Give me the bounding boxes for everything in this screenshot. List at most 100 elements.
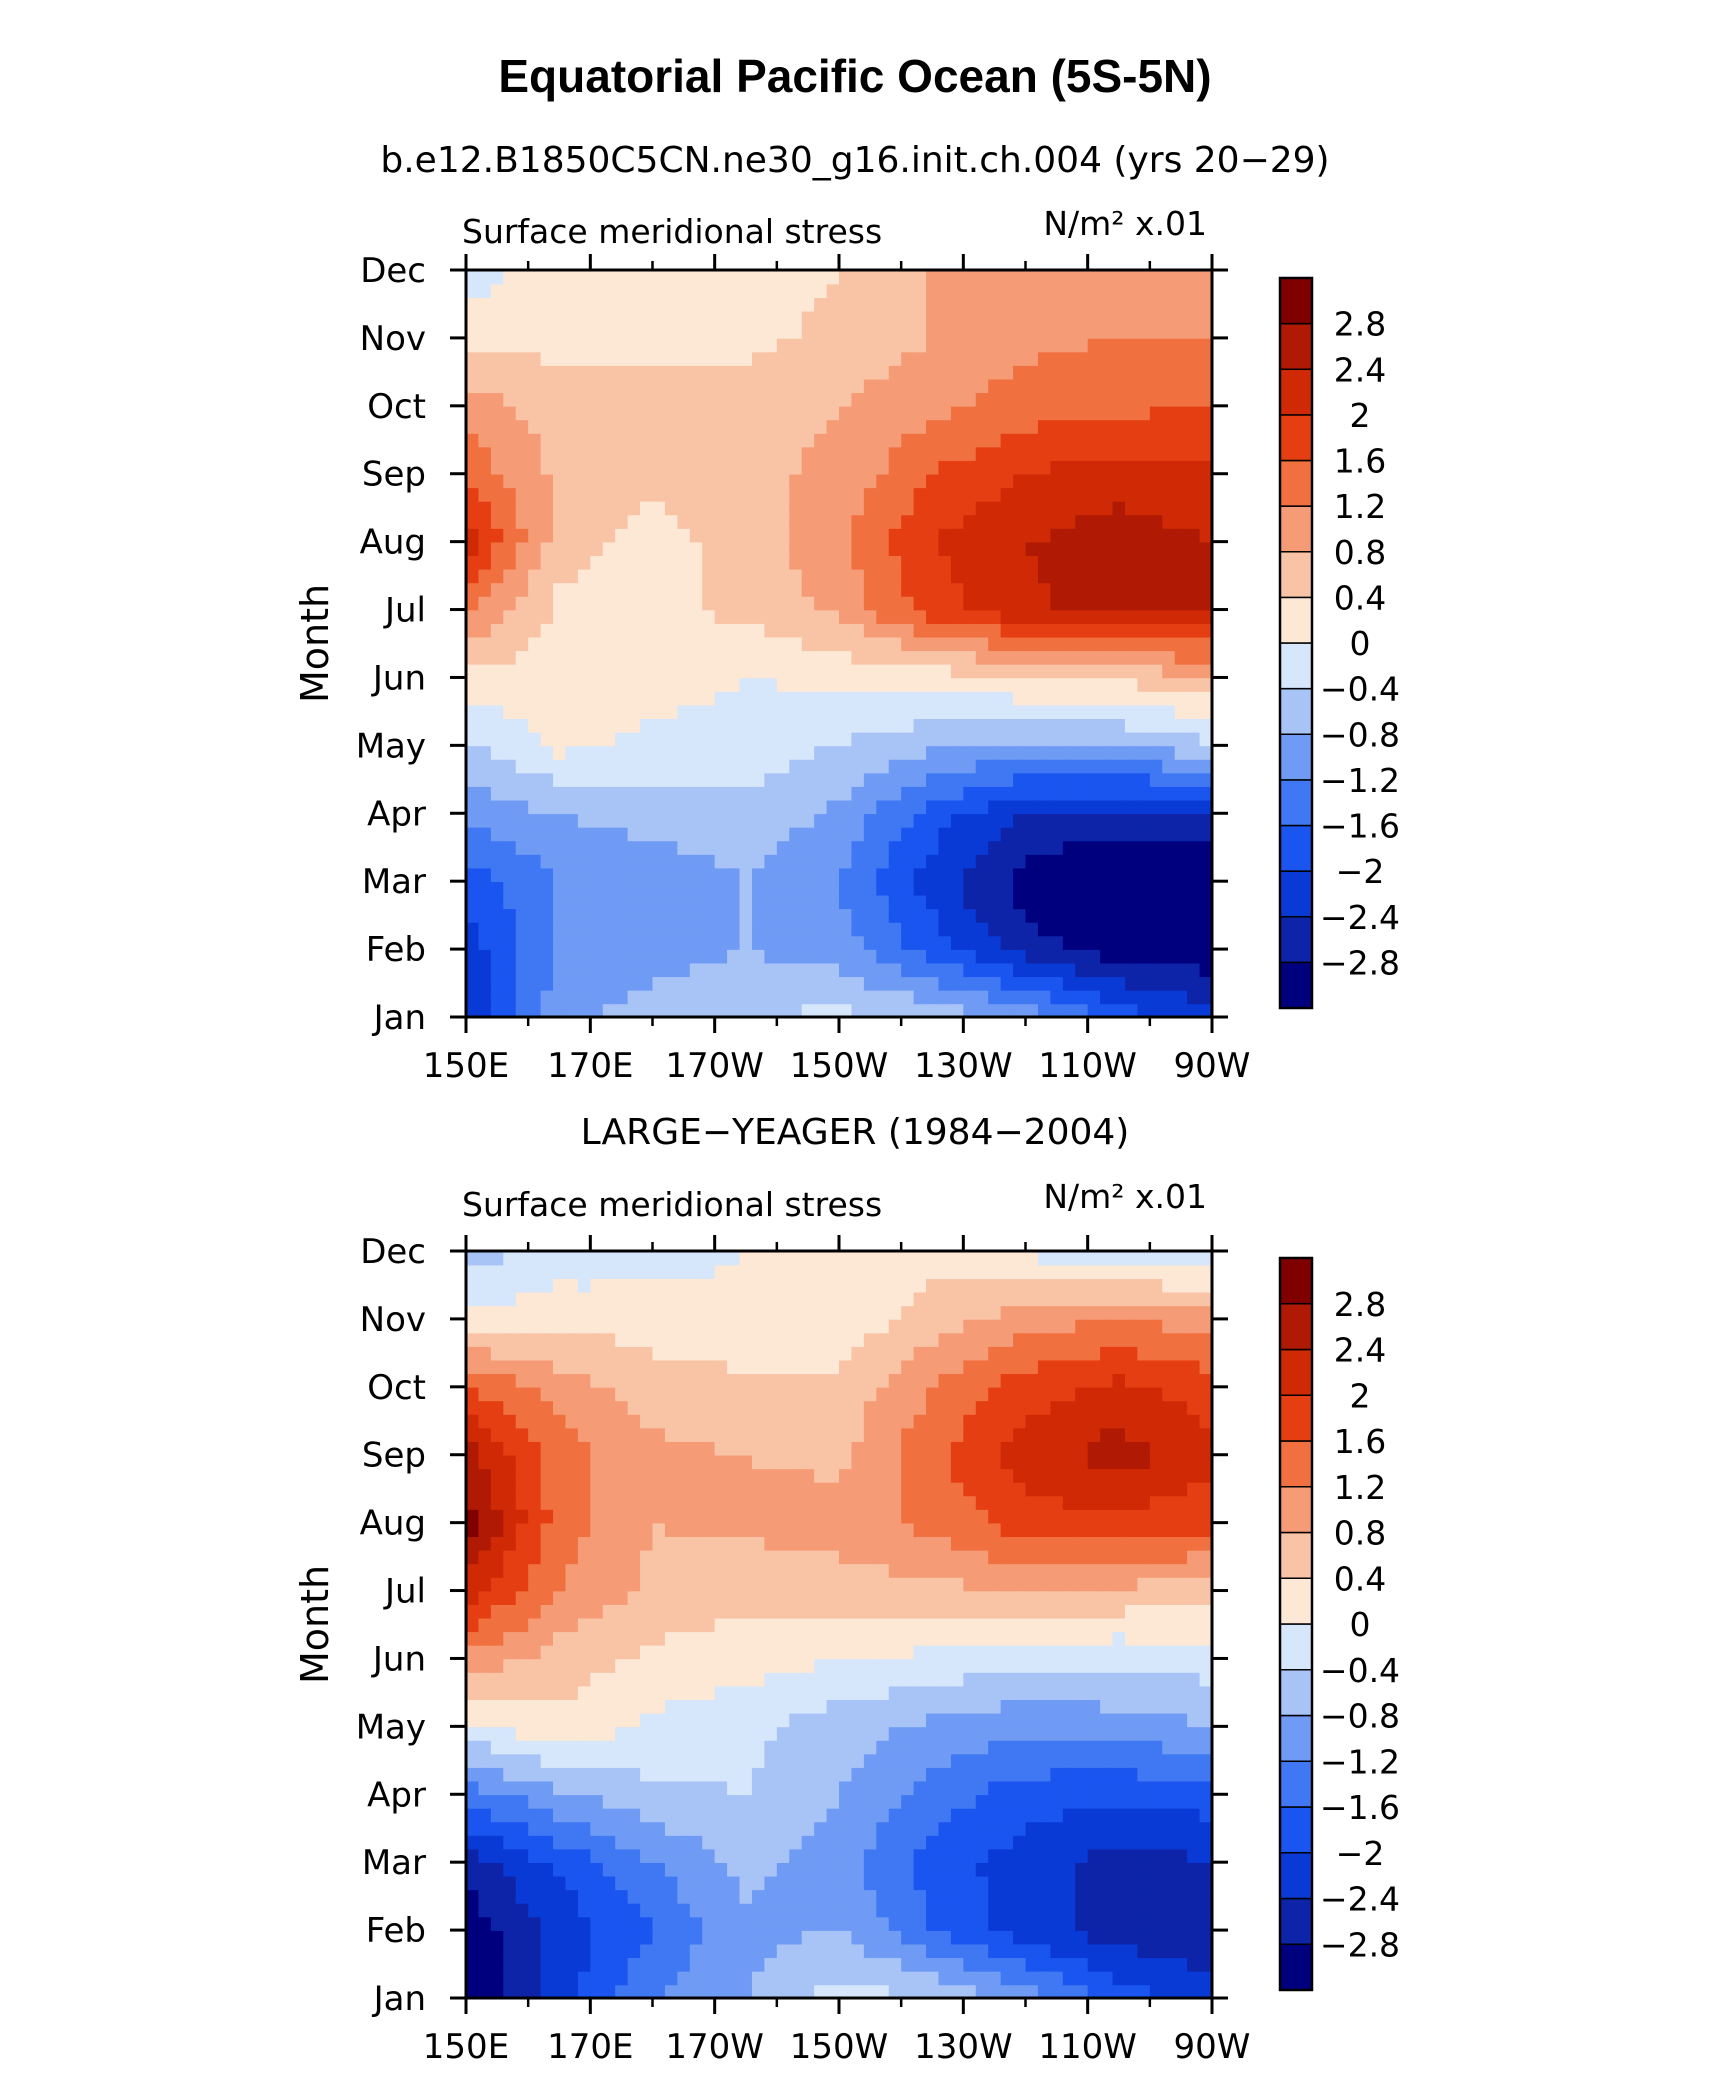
heatmap-cell	[938, 1685, 952, 1700]
heatmap-cell	[590, 514, 604, 529]
heatmap-cell	[938, 1726, 952, 1741]
heatmap-cell	[751, 446, 766, 461]
heatmap-cell	[888, 894, 902, 910]
heatmap-cell	[863, 609, 878, 624]
heatmap-cell	[975, 704, 989, 719]
heatmap-cell	[876, 1672, 890, 1687]
colorbar-box	[1279, 551, 1313, 599]
heatmap-cell	[801, 1889, 815, 1904]
heatmap-cell	[913, 392, 927, 407]
heatmap-cell	[801, 894, 815, 910]
heatmap-cell	[714, 813, 728, 828]
heatmap-cell	[926, 1672, 940, 1687]
heatmap-cell	[515, 1875, 529, 1891]
heatmap-cell	[751, 1753, 766, 1768]
colorbar-label: −2.4	[1320, 898, 1400, 937]
heatmap-cell	[1013, 1943, 1027, 1959]
heatmap-cell	[590, 636, 604, 652]
heatmap-cell	[1013, 297, 1027, 312]
heatmap-cell	[876, 460, 890, 475]
heatmap-cell	[1062, 1984, 1077, 1999]
heatmap-cell	[1199, 1726, 1213, 1741]
heatmap-cell	[553, 1875, 567, 1891]
heatmap-cell	[751, 1902, 766, 1918]
heatmap-cell	[826, 351, 840, 366]
heatmap-cell	[714, 378, 728, 394]
heatmap-cell	[1013, 541, 1027, 557]
heatmap-cell	[615, 270, 629, 285]
heatmap-cell	[913, 270, 927, 285]
heatmap-cell	[876, 1984, 890, 1999]
heatmap-cell	[615, 460, 629, 475]
heatmap-cell	[714, 609, 728, 624]
heatmap-cell	[640, 1699, 654, 1714]
heatmap-cell	[876, 283, 890, 298]
heatmap-cell	[490, 595, 505, 611]
heatmap-cell	[1187, 881, 1201, 896]
heatmap-cell	[1124, 826, 1139, 842]
heatmap-cell	[1162, 473, 1176, 489]
heatmap-cell	[876, 908, 890, 923]
heatmap-cell	[901, 1699, 915, 1714]
heatmap-cell	[490, 1862, 505, 1877]
heatmap-cell	[714, 799, 728, 815]
heatmap-cell	[689, 758, 704, 774]
colorbar-box	[1279, 824, 1313, 872]
heatmap-cell	[876, 1930, 890, 1945]
heatmap-cell	[577, 677, 592, 692]
heatmap-cell	[1062, 718, 1077, 733]
heatmap-cell	[938, 976, 952, 991]
heatmap-cell	[789, 881, 803, 896]
heatmap-cell	[1050, 989, 1064, 1005]
heatmap-cell	[1062, 962, 1077, 978]
heatmap-cell	[466, 704, 480, 719]
heatmap-cell	[590, 1970, 604, 1986]
panel-subtitle: LARGE−YEAGER (1984−2004)	[581, 1112, 1130, 1153]
heatmap-cell	[789, 1685, 803, 1700]
heatmap-cell	[888, 663, 902, 679]
heatmap-cell	[615, 1943, 629, 1959]
heatmap-cell	[839, 528, 853, 543]
heatmap-cell	[689, 1699, 704, 1714]
heatmap-cell	[1187, 500, 1201, 516]
heatmap-cell	[1112, 989, 1126, 1005]
heatmap-cell	[615, 1631, 629, 1646]
heatmap-cell	[1149, 718, 1164, 733]
heatmap-cell	[714, 528, 728, 543]
heatmap-cell	[926, 1794, 940, 1809]
heatmap-cell	[466, 894, 480, 910]
heatmap-cell	[503, 650, 517, 665]
heatmap-cell	[528, 528, 542, 543]
heatmap-cell	[1087, 1875, 1101, 1891]
colorbar-label: −1.6	[1320, 807, 1400, 846]
heatmap-cell	[515, 1794, 529, 1809]
heatmap-cell	[553, 718, 567, 733]
heatmap-cell	[938, 500, 952, 516]
heatmap-cell	[1050, 1862, 1064, 1877]
heatmap-cell	[714, 908, 728, 923]
heatmap-cell	[664, 514, 679, 529]
heatmap-cell	[1100, 487, 1114, 502]
heatmap-cell	[577, 595, 592, 611]
heatmap-cell	[1124, 691, 1139, 706]
heatmap-cell	[988, 718, 1002, 733]
heatmap-cell	[503, 1794, 517, 1809]
heatmap-cell	[988, 840, 1002, 855]
heatmap-cell	[602, 419, 616, 434]
heatmap-cell	[1124, 813, 1139, 828]
heatmap-cell	[839, 745, 853, 760]
heatmap-cell	[1112, 1848, 1126, 1863]
heatmap-cell	[553, 799, 567, 815]
heatmap-cell	[528, 473, 542, 489]
heatmap-cell	[627, 1794, 641, 1809]
heatmap-cell	[1199, 1916, 1213, 1931]
heatmap-cell	[975, 867, 989, 882]
heatmap-cell	[689, 854, 704, 869]
heatmap-cell	[1050, 1794, 1064, 1809]
heatmap-cell	[727, 1780, 741, 1796]
heatmap-cell	[764, 310, 778, 326]
heatmap-cell	[689, 1003, 704, 1018]
heatmap-cell	[764, 677, 778, 692]
heatmap-cell	[963, 1699, 977, 1714]
